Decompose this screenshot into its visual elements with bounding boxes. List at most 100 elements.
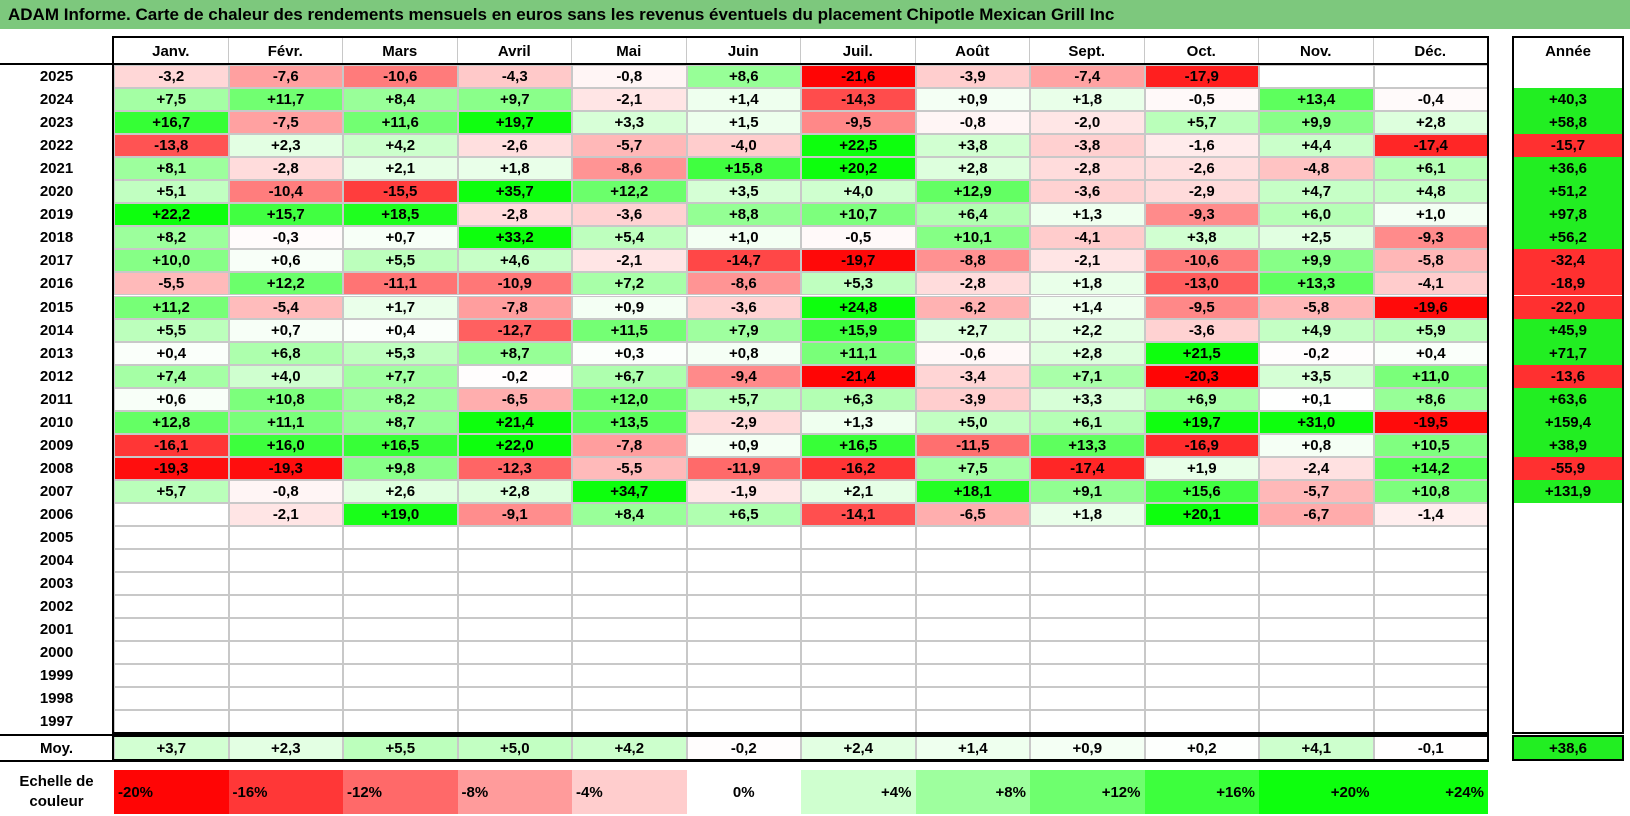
heatmap-cell: [457, 595, 572, 619]
heatmap-cell: -14,3: [801, 88, 916, 112]
heatmap-cell: +3,3: [1030, 387, 1145, 411]
year-column-header: Année: [1545, 42, 1591, 60]
heatmap-cell: [228, 641, 343, 665]
heatmap-cell: +13,5: [572, 410, 687, 434]
heatmap-cell: +6,1: [1373, 157, 1488, 181]
heatmap-cell: [572, 641, 687, 665]
heatmap-cell: [343, 549, 458, 573]
heatmap-cell: +0,8: [1259, 433, 1374, 457]
heatmap-cell: [686, 549, 801, 573]
annual-cell: [1513, 595, 1623, 619]
heatmap-cell: -7,8: [457, 295, 572, 319]
heatmap-cell: +5,7: [114, 479, 229, 503]
heatmap-cell: +5,9: [1373, 318, 1488, 342]
heatmap-cell: -2,4: [1259, 456, 1374, 480]
heatmap-cell: +5,1: [114, 180, 229, 204]
heatmap-cell: +15,7: [228, 203, 343, 227]
color-scale-step: 0%: [686, 770, 801, 814]
heatmap-cell: [915, 549, 1030, 573]
heatmap-cell: +21,4: [457, 410, 572, 434]
heatmap-cell: [343, 710, 458, 734]
heatmap-cell: +3,5: [1259, 364, 1374, 388]
heatmap-cell: -4,0: [686, 134, 801, 158]
heatmap-cell: +0,4: [343, 318, 458, 342]
heatmap-cell: -5,5: [572, 456, 687, 480]
heatmap-cell: [114, 687, 229, 711]
heatmap-cell: +10,8: [228, 387, 343, 411]
heatmap-cell: +8,7: [457, 341, 572, 365]
heatmap-cell: [457, 618, 572, 642]
heatmap-cell: -12,7: [457, 318, 572, 342]
heatmap-cell: +5,7: [1144, 111, 1259, 135]
heatmap-cell: [1373, 65, 1488, 89]
heatmap-cell: [1030, 526, 1145, 550]
year-label: 2020: [39, 183, 74, 201]
heatmap-cell: [572, 572, 687, 596]
heatmap-cell: [915, 572, 1030, 596]
heatmap-cell: [915, 710, 1030, 734]
heatmap-cell: -6,2: [915, 295, 1030, 319]
annual-cell: [1513, 572, 1623, 596]
month-header: Mai: [572, 37, 687, 65]
heatmap-cell: +22,2: [114, 203, 229, 227]
heatmap-cell: +24,8: [801, 295, 916, 319]
heatmap-cell: [114, 595, 229, 619]
average-cell: +0,9: [1030, 736, 1145, 760]
heatmap-cell: -21,6: [801, 65, 916, 89]
heatmap-cell: [1259, 549, 1374, 573]
heatmap-cell: +11,6: [343, 111, 458, 135]
heatmap-cell: -10,6: [1144, 249, 1259, 273]
heatmap-cell: +15,8: [686, 157, 801, 181]
heatmap-cell: +1,0: [686, 226, 801, 250]
year-label: 2009: [39, 436, 74, 454]
heatmap-cell: [1030, 595, 1145, 619]
heatmap-cell: -9,4: [686, 364, 801, 388]
heatmap-cell: -8,6: [686, 272, 801, 296]
heatmap-cell: [1144, 549, 1259, 573]
header-separator: [0, 63, 1489, 65]
heatmap-cell: +21,5: [1144, 341, 1259, 365]
heatmap-cell: +4,0: [228, 364, 343, 388]
heatmap-cell: +11,1: [228, 410, 343, 434]
heatmap-cell: -1,9: [686, 479, 801, 503]
heatmap-cell: -2,6: [1144, 157, 1259, 181]
average-cell: +1,4: [915, 736, 1030, 760]
heatmap-cell: [457, 526, 572, 550]
heatmap-cell: +1,4: [1030, 295, 1145, 319]
heatmap-cell: -6,5: [457, 387, 572, 411]
heatmap-cell: [1259, 664, 1374, 688]
annual-cell: +131,9: [1513, 479, 1623, 503]
report-title: ADAM Informe. Carte de chaleur des rende…: [0, 0, 1630, 29]
month-header: Oct.: [1145, 37, 1259, 65]
year-label: 2006: [39, 505, 74, 523]
average-cell: +5,5: [343, 736, 458, 760]
heatmap-cell: +2,8: [457, 479, 572, 503]
heatmap-cell: [1030, 664, 1145, 688]
annual-cell: [1513, 502, 1623, 526]
heatmap-cell: -5,7: [572, 134, 687, 158]
heatmap-cell: +5,3: [801, 272, 916, 296]
heatmap-cell: +0,6: [114, 387, 229, 411]
heatmap-cell: [1259, 526, 1374, 550]
year-label: 2011: [40, 390, 73, 408]
heatmap-cell: -9,1: [457, 502, 572, 526]
heatmap-cell: [572, 664, 687, 688]
annual-cell: [1513, 664, 1623, 688]
year-label: 2005: [39, 529, 74, 547]
heatmap-cell: +16,0: [228, 433, 343, 457]
heatmap-cell: [801, 595, 916, 619]
heatmap-cell: +18,5: [343, 203, 458, 227]
heatmap-cell: [801, 641, 916, 665]
heatmap-cell: -0,2: [457, 364, 572, 388]
heatmap-cell: -4,3: [457, 65, 572, 89]
heatmap-cell: [343, 595, 458, 619]
heatmap-cell: +18,1: [915, 479, 1030, 503]
heatmap-cell: [228, 526, 343, 550]
annual-cell: +71,7: [1513, 341, 1623, 365]
heatmap-cell: [457, 710, 572, 734]
heatmap-cell: -5,5: [114, 272, 229, 296]
month-header: Févr.: [229, 37, 343, 65]
heatmap-cell: +9,8: [343, 456, 458, 480]
heatmap-cell: +8,6: [686, 65, 801, 89]
heatmap-cell: [1373, 687, 1488, 711]
